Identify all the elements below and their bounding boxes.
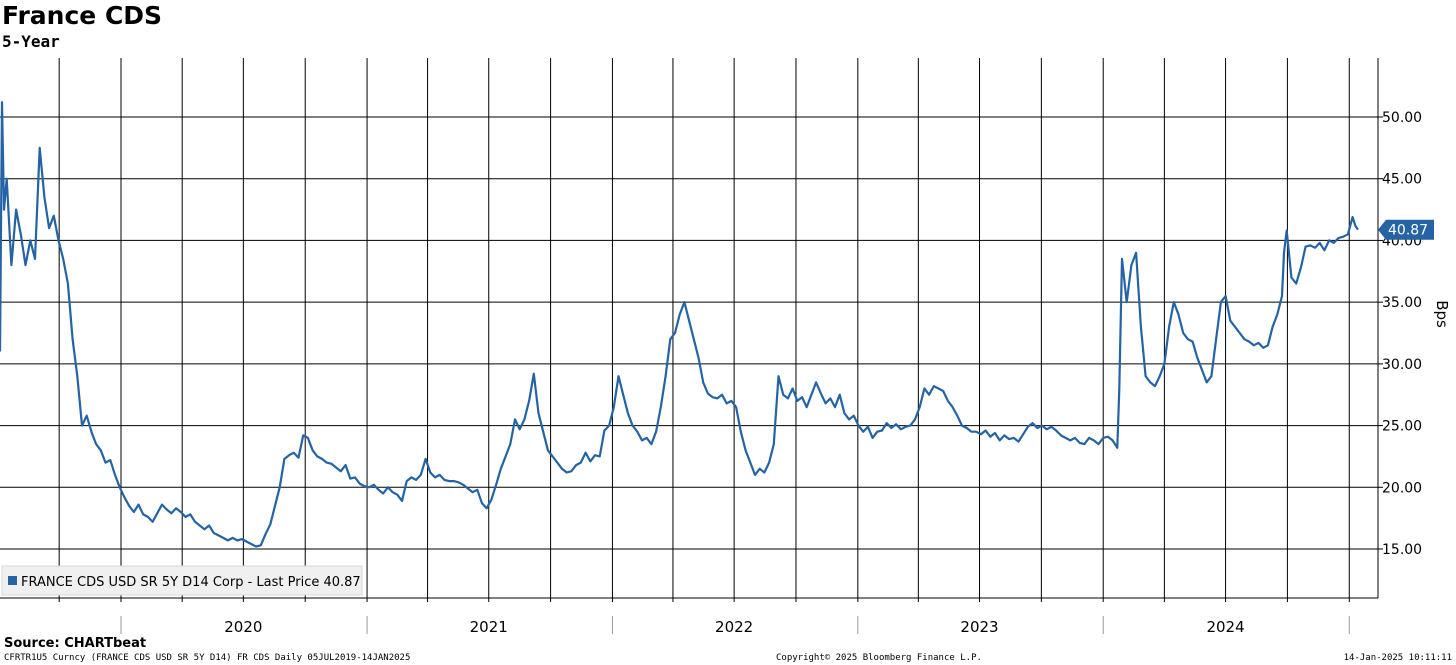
legend-swatch <box>8 576 17 585</box>
x-axis-ticks: 2020 2021 2022 2023 2024 <box>58 598 1350 636</box>
x-tick-label-2024: 2024 <box>1206 618 1244 636</box>
y-axis-label: Bps <box>1433 300 1451 328</box>
x-tick-label-2023: 2023 <box>960 618 998 636</box>
x-tick-label-2020: 2020 <box>224 618 262 636</box>
y-tick-label-0: 15.00 <box>1382 542 1422 558</box>
y-tick-label-4: 35.00 <box>1382 295 1422 311</box>
legend-label: FRANCE CDS USD SR 5Y D14 Corp - Last Pri… <box>21 575 361 590</box>
last-price-tag-label: 40.87 <box>1388 223 1428 239</box>
timestamp: 14-Jan-2025 10:11:11 <box>1343 653 1452 663</box>
x-tick-label-2022: 2022 <box>715 618 753 636</box>
chart-area: 15.0020.0025.0030.0035.0040.0045.0050.00… <box>0 58 1451 636</box>
y-tick-label-6: 45.00 <box>1382 172 1422 188</box>
y-tick-label-1: 20.00 <box>1382 480 1422 496</box>
legend-box: FRANCE CDS USD SR 5Y D14 Corp - Last Pri… <box>1 565 363 596</box>
x-tick-label-2021: 2021 <box>470 618 508 636</box>
chart-title: France CDS <box>2 1 163 30</box>
last-price-tag: 40.87 <box>1378 219 1434 240</box>
y-tick-label-2: 25.00 <box>1382 419 1422 435</box>
y-tick-label-7: 50.00 <box>1382 110 1422 126</box>
series-line-france-cds <box>0 101 1359 548</box>
vertical-gridlines <box>58 58 1350 598</box>
chart-subtitle: 5-Year <box>2 32 60 51</box>
copyright-note: Copyright© 2025 Bloomberg Finance L.P. <box>776 653 982 663</box>
last-price-tag-shape <box>1378 219 1434 240</box>
legend-background <box>1 565 363 596</box>
y-tick-label-3: 30.00 <box>1382 357 1422 373</box>
source-note: Source: CHARTbeat <box>4 636 147 651</box>
ticker-info: CFRTR1U5 Curncy (FRANCE CDS USD SR 5Y D1… <box>4 653 411 663</box>
horizontal-gridlines <box>0 116 1378 550</box>
